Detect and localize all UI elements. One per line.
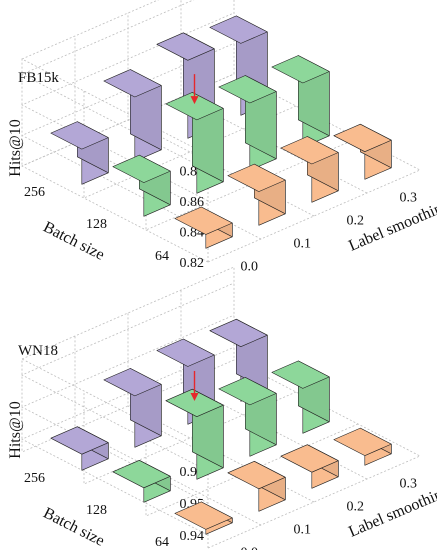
x-tick-label: 0.1 xyxy=(294,523,312,538)
bar xyxy=(271,55,330,148)
bar xyxy=(333,427,392,466)
z-axis-title: Hits@10 xyxy=(7,401,24,458)
x-tick-label: 0.0 xyxy=(241,260,259,275)
bar xyxy=(50,426,109,471)
bar xyxy=(218,75,277,171)
bar xyxy=(112,154,171,217)
panel-title: FB15k xyxy=(18,70,59,86)
panel-title: WN18 xyxy=(18,343,58,359)
bar xyxy=(50,121,109,185)
bar xyxy=(227,460,286,512)
bar xyxy=(333,123,392,180)
bar xyxy=(174,206,233,249)
x-tick-label: 0.3 xyxy=(400,191,418,206)
y-tick-label: 128 xyxy=(86,217,107,232)
bar xyxy=(218,377,277,457)
bar xyxy=(112,459,171,503)
bar xyxy=(103,368,162,448)
z-tick-label: 0.82 xyxy=(180,256,205,271)
bar xyxy=(280,444,339,489)
x-tick-label: 0.2 xyxy=(347,500,365,515)
z-axis-title: Hits@10 xyxy=(7,119,24,176)
x-tick-label: 0.0 xyxy=(241,546,259,550)
y-tick-label: 256 xyxy=(24,471,45,486)
x-tick-label: 0.2 xyxy=(347,214,365,229)
z-tick-label: 0.94 xyxy=(180,529,205,544)
bar xyxy=(227,163,286,226)
bar xyxy=(103,69,162,162)
bar xyxy=(165,92,224,194)
best-arrow xyxy=(190,74,199,105)
bar xyxy=(209,318,268,402)
z-tick-label: 0.86 xyxy=(180,195,205,210)
bar xyxy=(271,360,330,434)
y-tick-label: 256 xyxy=(24,185,45,200)
y-tick-label: 64 xyxy=(155,249,169,264)
bar xyxy=(280,136,339,203)
x-tick-label: 0.3 xyxy=(400,477,418,492)
x-tick-label: 0.1 xyxy=(294,237,312,252)
chart-panel-fb15k: 0.820.840.860.880.00.10.20.325612864Labe… xyxy=(7,0,437,275)
best-arrow xyxy=(190,370,199,401)
y-tick-label: 128 xyxy=(86,503,107,518)
bar xyxy=(174,501,233,535)
bar xyxy=(165,388,224,480)
y-tick-label: 64 xyxy=(155,535,169,550)
